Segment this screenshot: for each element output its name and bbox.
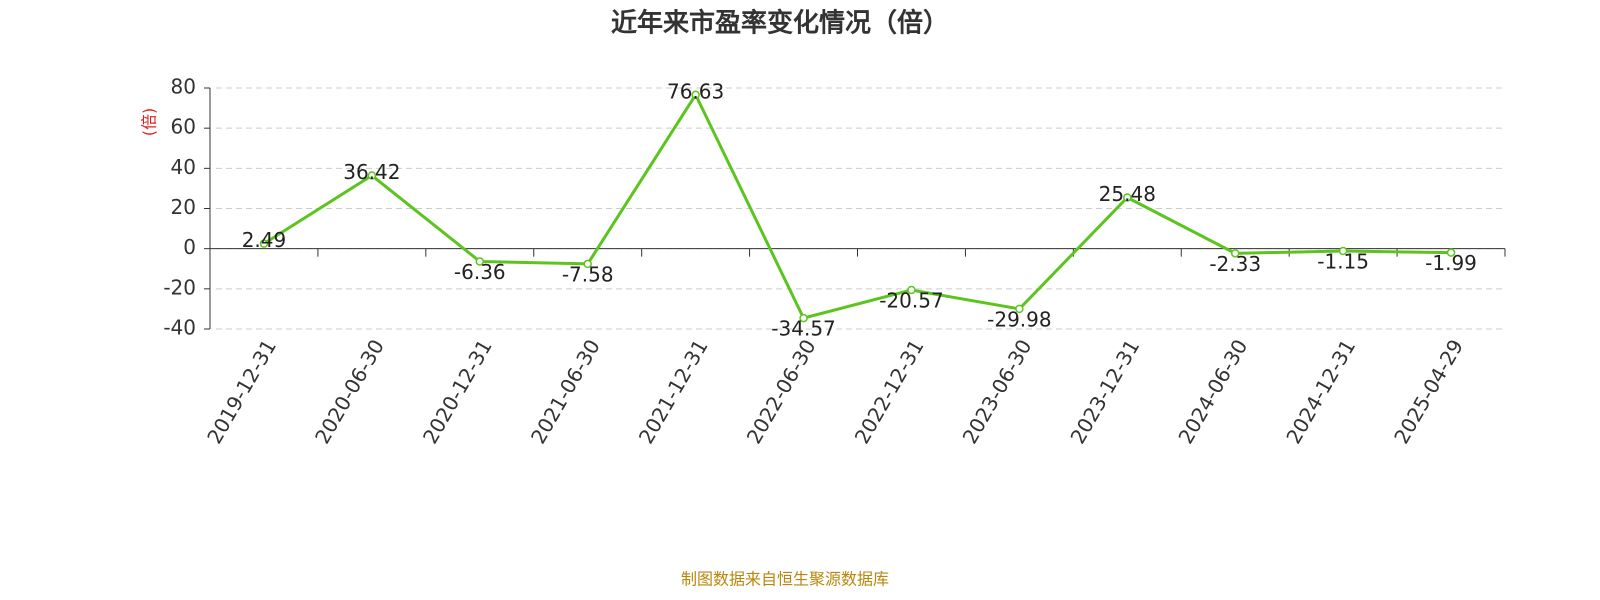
y-tick-label: 40	[171, 155, 196, 179]
data-label: -6.36	[454, 260, 506, 284]
y-tick-label: -40	[163, 316, 196, 340]
y-axis-label: (倍)	[140, 108, 159, 137]
point	[691, 90, 700, 100]
x-tick-label: 2022-06-30	[742, 335, 821, 448]
point	[1123, 193, 1132, 202]
y-tick-label: 20	[171, 195, 196, 219]
x-tick-label: 2024-12-31	[1281, 335, 1360, 448]
data-label: 25.48	[1099, 182, 1156, 206]
x-tick-label: 2021-06-30	[526, 335, 605, 448]
x-tick-label: 2021-12-31	[634, 335, 713, 448]
data-label: -1.99	[1425, 251, 1477, 275]
point	[1230, 249, 1240, 258]
point	[1338, 246, 1348, 256]
chart-title: 近年来市盈率变化情况（倍）	[611, 8, 949, 39]
data-label: -29.98	[987, 307, 1051, 331]
y-tick-label: 80	[171, 75, 196, 99]
data-label: 2.49	[242, 228, 287, 252]
data-label: -7.58	[562, 262, 614, 286]
data-label: -1.15	[1317, 249, 1369, 273]
x-tick-label: 2020-06-30	[310, 335, 389, 448]
data-label: -20.57	[879, 288, 943, 312]
y-tick-label: 0	[183, 235, 196, 259]
point	[475, 257, 485, 266]
footer: 制图数据来自恒生聚源数据库	[681, 570, 889, 589]
x-tick-label: 2023-06-30	[958, 335, 1037, 448]
x-tick-label: 2025-04-29	[1389, 335, 1468, 448]
point	[1015, 304, 1024, 314]
point	[799, 313, 808, 323]
x-tick-label: 2024-06-30	[1173, 335, 1252, 448]
data-label: -34.57	[771, 317, 835, 341]
data-label: 76.63	[667, 79, 724, 103]
point	[367, 171, 377, 180]
line	[263, 91, 1452, 320]
data-label: 36.42	[343, 160, 400, 184]
y-tick-label: 60	[171, 115, 196, 139]
x-tick-label: 2020-12-31	[418, 335, 497, 448]
data-label: -2.33	[1209, 252, 1261, 276]
y-tick-label: -20	[163, 275, 196, 299]
x-tick-label: 2023-12-31	[1065, 335, 1144, 448]
point	[1446, 248, 1456, 257]
point	[583, 259, 592, 269]
point	[907, 285, 916, 295]
x-tick-label: 2019-12-31	[202, 335, 281, 448]
x-tick-label: 2022-12-31	[850, 335, 929, 448]
point	[259, 239, 269, 248]
